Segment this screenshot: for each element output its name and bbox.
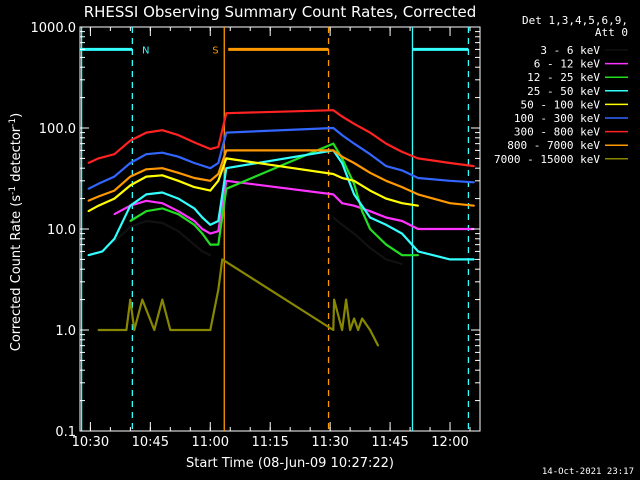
legend-header: Det 1,3,4,5,6,9, — [522, 14, 628, 27]
y-tick-label: 100.0 — [39, 122, 76, 137]
timestamp: 14-Oct-2021 23:17 — [542, 467, 634, 477]
legend-label: 50 - 100 keV — [521, 98, 601, 111]
series-7000-15000-kev — [97, 258, 380, 347]
x-tick-label: 10:30 — [72, 435, 109, 450]
series-line — [87, 149, 475, 207]
series-800-7000-kev — [87, 149, 475, 207]
series-100-300-kev — [87, 126, 475, 190]
series-line — [98, 258, 380, 347]
series-line — [129, 142, 419, 257]
series-line — [87, 109, 475, 168]
x-tick-label: 11:45 — [371, 435, 408, 450]
legend-label: 3 - 6 keV — [540, 44, 600, 57]
series-line — [88, 149, 474, 261]
series-line — [113, 219, 211, 257]
interval-annotation: N — [142, 45, 149, 56]
series-25-50-kev — [87, 149, 475, 261]
x-tick-label: 10:45 — [132, 435, 169, 450]
legend-label: 6 - 12 keV — [534, 58, 601, 71]
legend-label: 100 - 300 keV — [514, 112, 600, 125]
legend-label: 25 - 50 keV — [527, 85, 600, 98]
legend-label: 7000 - 15000 keV — [494, 153, 600, 166]
series-layer — [87, 109, 475, 347]
y-tick-label: 1000.0 — [31, 21, 77, 36]
series-line — [87, 126, 475, 190]
interval-annotation: S — [212, 45, 218, 56]
series-12-25-kev — [129, 142, 419, 257]
x-axis-label: Start Time (08-Jun-09 10:27:22) — [186, 456, 394, 471]
series-line — [332, 216, 403, 266]
legend-label: 12 - 25 keV — [527, 71, 600, 84]
y-tick-label: 10.0 — [47, 223, 76, 238]
axes: 0.1 1.0 10.0 100.0 1000.0 10:30 10:45 11:00 11:1… — [31, 21, 480, 450]
legend-header: Att 0 — [595, 26, 628, 39]
x-tick-label: 11:30 — [311, 435, 348, 450]
series-line — [87, 157, 419, 213]
chart-title: RHESSI Observing Summary Count Rates, Co… — [84, 3, 477, 21]
y-axis-label: Corrected Count Rate (s-1 detector-1) — [8, 113, 24, 351]
x-tick-label: 11:00 — [192, 435, 229, 450]
y-tick-label: 0.1 — [55, 425, 76, 440]
x-tick-label: 12:00 — [431, 435, 468, 450]
series-3-6-kev — [113, 216, 403, 266]
series-50-100-kev — [87, 157, 419, 213]
y-tick-label: 1.0 — [55, 324, 76, 339]
legend-label: 300 - 800 keV — [514, 126, 600, 139]
legend-label: 800 - 7000 keV — [507, 139, 600, 152]
series-300-800-kev — [87, 109, 475, 168]
series-line — [113, 179, 474, 235]
x-tick-label: 11:15 — [251, 435, 288, 450]
